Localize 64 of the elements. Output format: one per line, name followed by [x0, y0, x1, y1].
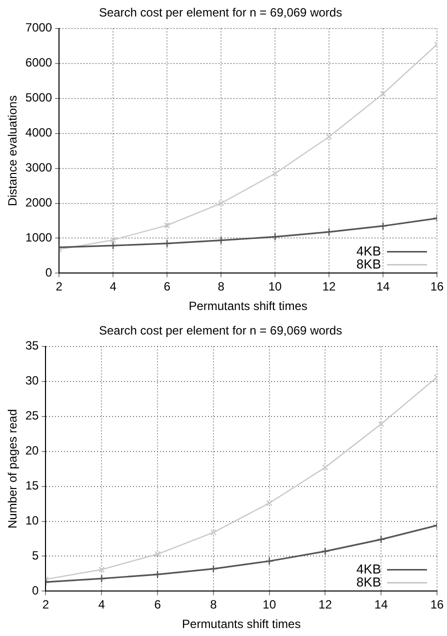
point — [322, 464, 328, 470]
point — [321, 547, 330, 556]
x-tick-label: 12 — [318, 598, 332, 612]
y-tick-label: 7000 — [25, 20, 52, 35]
y-tick-label: 2000 — [25, 196, 52, 210]
point — [266, 500, 272, 506]
legend-label: 8KB — [356, 574, 381, 590]
x-tick-label: 14 — [374, 598, 388, 612]
x-tick-label: 2 — [42, 598, 50, 612]
point — [154, 551, 161, 558]
point — [380, 90, 386, 97]
y-tick-label: 3000 — [25, 160, 52, 175]
y-axis-title: Number of pages read — [6, 409, 20, 529]
y-axis-title: Distance evaluations — [6, 95, 20, 206]
x-tick-label: 8 — [210, 598, 218, 612]
y-tick-label: 1000 — [25, 230, 52, 245]
y-tick-label: 5 — [32, 548, 40, 563]
point — [272, 170, 278, 177]
chart-title: Search cost per element for n = 69,069 words — [98, 6, 342, 20]
y-tick-label: 30 — [25, 374, 40, 388]
x-tick-label: 2 — [56, 280, 63, 294]
x-tick-label: 14 — [376, 280, 390, 294]
point — [209, 564, 218, 573]
y-tick-label: 6000 — [25, 56, 52, 70]
point — [210, 529, 216, 536]
point — [218, 200, 224, 206]
point — [265, 557, 274, 566]
y-tick-label: 0 — [32, 584, 40, 598]
x-tick-label: 6 — [164, 280, 171, 294]
y-tick-label: 25 — [25, 408, 40, 423]
y-tick-label: 5000 — [25, 90, 52, 105]
point — [270, 232, 280, 241]
point — [324, 228, 334, 236]
point — [153, 570, 162, 579]
x-tick-label: 4 — [98, 598, 106, 612]
y-tick-label: 0 — [45, 266, 52, 280]
y-tick-label: 4000 — [25, 126, 52, 140]
x-tick-label: 10 — [262, 598, 276, 612]
point — [164, 222, 170, 228]
legend-label: 4KB — [356, 243, 381, 258]
x-tick-label: 4 — [110, 280, 117, 294]
y-tick-label: 15 — [25, 478, 40, 493]
point — [377, 535, 386, 544]
x-tick-label: 6 — [154, 598, 162, 612]
y-tick-label: 10 — [25, 514, 40, 528]
x-axis-title: Permutants shift times — [182, 617, 301, 632]
x-tick-label: 8 — [218, 280, 225, 294]
y-tick-label: 35 — [25, 338, 40, 353]
x-tick-label: 10 — [268, 280, 282, 294]
legend-label: 8KB — [356, 256, 381, 272]
x-tick-label: 16 — [430, 598, 444, 612]
point — [162, 239, 172, 248]
x-axis-title: Permutants shift times — [188, 299, 308, 314]
x-tick-label: 16 — [430, 280, 444, 294]
point — [378, 222, 388, 230]
point — [378, 420, 384, 428]
point — [326, 134, 332, 140]
point — [110, 236, 116, 244]
point — [216, 236, 226, 244]
legend-label: 4KB — [356, 561, 381, 576]
x-tick-label: 12 — [322, 280, 336, 294]
chart-title: Search cost per element for n = 69,069 words — [98, 324, 342, 338]
point — [98, 566, 105, 573]
y-tick-label: 20 — [25, 444, 40, 458]
